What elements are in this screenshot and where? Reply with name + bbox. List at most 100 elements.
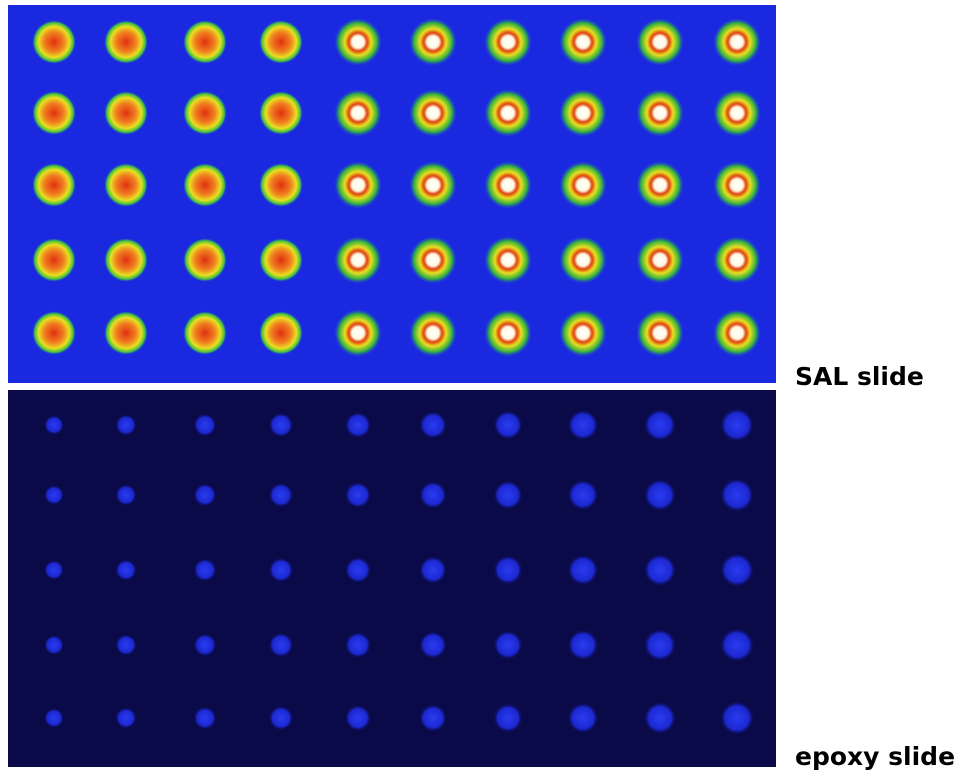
- epoxy-spot: [345, 705, 371, 731]
- epoxy-spot: [44, 560, 64, 580]
- epoxy-spot: [269, 483, 294, 508]
- sal-spot: [259, 20, 303, 64]
- sal-spot: [32, 20, 76, 64]
- sal-spot: [484, 236, 532, 284]
- sal-spot: [183, 238, 227, 282]
- epoxy-spot: [567, 554, 598, 585]
- epoxy-spot: [193, 413, 216, 436]
- sal-spot: [409, 161, 457, 209]
- epoxy-spot: [44, 485, 64, 505]
- epoxy-spot: [720, 478, 754, 512]
- sal-spot: [104, 163, 148, 207]
- epoxy-spot: [193, 706, 216, 729]
- epoxy-spot: [567, 409, 598, 440]
- sal-spot: [32, 163, 76, 207]
- epoxy-spot: [193, 483, 216, 506]
- epoxy-spot: [644, 554, 677, 587]
- sal-spot: [409, 236, 457, 284]
- epoxy-spot: [567, 629, 598, 660]
- epoxy-spot: [269, 413, 294, 438]
- sal-spot: [559, 161, 607, 209]
- sal-spot: [334, 89, 382, 137]
- epoxy-spot: [493, 480, 523, 510]
- sal-spot: [636, 161, 684, 209]
- sal-spot: [259, 163, 303, 207]
- sal-spot: [259, 91, 303, 135]
- epoxy-spot: [115, 707, 137, 729]
- sal-spot: [104, 91, 148, 135]
- sal-spot: [636, 236, 684, 284]
- epoxy-spot: [345, 557, 371, 583]
- page: SAL slide epoxy slide (() => { const dat…: [0, 0, 970, 774]
- sal-spot: [559, 236, 607, 284]
- epoxy-spot: [720, 628, 754, 662]
- epoxy-spot: [720, 701, 754, 735]
- epoxy-spot: [720, 408, 754, 442]
- sal-spot: [484, 89, 532, 137]
- sal-spot: [559, 309, 607, 357]
- epoxy-spot: [269, 706, 294, 731]
- sal-spot: [713, 161, 761, 209]
- epoxy-spot: [44, 635, 64, 655]
- sal-spot: [334, 236, 382, 284]
- epoxy-spot: [567, 479, 598, 510]
- sal-spot: [713, 89, 761, 137]
- epoxy-spot: [115, 634, 137, 656]
- sal-spot: [636, 89, 684, 137]
- epoxy-spot: [419, 556, 447, 584]
- epoxy-spot: [115, 414, 137, 436]
- sal-spot: [183, 91, 227, 135]
- sal-spot: [484, 161, 532, 209]
- epoxy-spot: [419, 481, 447, 509]
- sal-spot: [713, 236, 761, 284]
- epoxy-spot: [269, 558, 294, 583]
- sal-spot: [636, 309, 684, 357]
- epoxy-spot: [493, 555, 523, 585]
- sal-spot: [559, 18, 607, 66]
- sal-spot: [636, 18, 684, 66]
- epoxy-spot: [345, 412, 371, 438]
- sal-slide-label: SAL slide: [795, 362, 924, 391]
- epoxy-spot: [493, 630, 523, 660]
- epoxy-spot: [493, 410, 523, 440]
- sal-spot: [32, 91, 76, 135]
- sal-spot: [484, 309, 532, 357]
- epoxy-slide-label: epoxy slide: [795, 742, 955, 771]
- sal-spot: [409, 309, 457, 357]
- sal-spot: [104, 20, 148, 64]
- epoxy-spot: [644, 702, 677, 735]
- epoxy-spot: [644, 409, 677, 442]
- epoxy-spot: [419, 631, 447, 659]
- sal-spot: [32, 238, 76, 282]
- epoxy-spot: [419, 411, 447, 439]
- epoxy-spot: [269, 633, 294, 658]
- epoxy-spot: [644, 629, 677, 662]
- epoxy-spot: [44, 708, 64, 728]
- epoxy-spot: [193, 633, 216, 656]
- sal-spot: [32, 311, 76, 355]
- sal-spot: [104, 238, 148, 282]
- epoxy-spot: [115, 484, 137, 506]
- sal-spot: [183, 163, 227, 207]
- epoxy-spot: [345, 632, 371, 658]
- sal-spot: [484, 18, 532, 66]
- epoxy-spot: [720, 553, 754, 587]
- epoxy-spot: [644, 479, 677, 512]
- epoxy-spot: [419, 704, 447, 732]
- sal-spot: [183, 311, 227, 355]
- sal-spot: [259, 311, 303, 355]
- sal-spot: [259, 238, 303, 282]
- sal-spot: [713, 309, 761, 357]
- epoxy-spot: [193, 558, 216, 581]
- sal-spot: [334, 161, 382, 209]
- sal-spot: [104, 311, 148, 355]
- sal-spot: [183, 20, 227, 64]
- sal-spot: [559, 89, 607, 137]
- epoxy-spot: [44, 415, 64, 435]
- epoxy-spot: [493, 703, 523, 733]
- sal-spot: [409, 18, 457, 66]
- epoxy-spot: [567, 702, 598, 733]
- sal-spot: [409, 89, 457, 137]
- sal-spot: [713, 18, 761, 66]
- epoxy-spot: [345, 482, 371, 508]
